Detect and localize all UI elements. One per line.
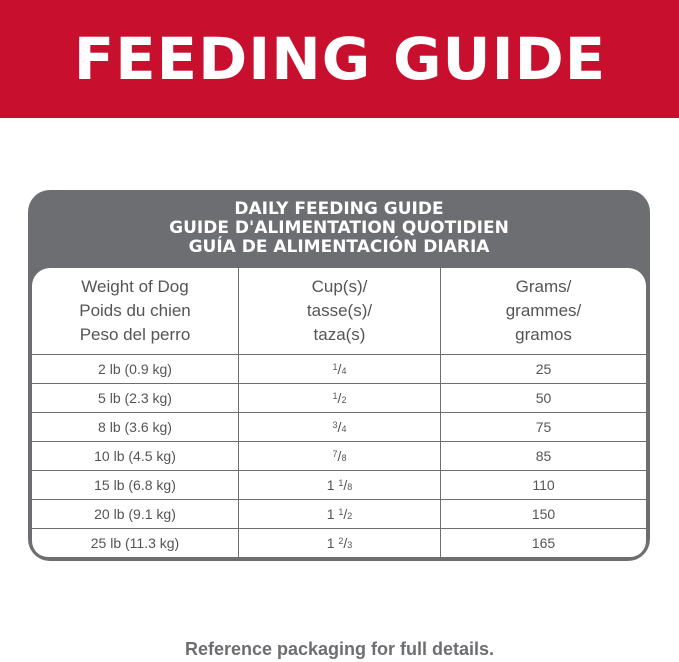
table-row: 2 lb (0.9 kg) 1/4 25 (32, 354, 646, 385)
weight-cell: 20 lb (9.1 kg) (32, 499, 239, 530)
footer-note: Reference packaging for full details. (184, 639, 495, 659)
header-grams: Grams/grammes/gramos (440, 268, 646, 355)
grams-cell: 85 (440, 441, 646, 472)
cups-cell: 1/2 (238, 383, 441, 414)
cups-cell: 1 2/3 (238, 528, 441, 557)
table-row: 25 lb (11.3 kg) 1 2/3 165 (32, 528, 646, 557)
cups-cell: 7/8 (238, 441, 441, 472)
table-title: DAILY FEEDING GUIDE GUIDE D'ALIMENTATION… (28, 200, 650, 257)
weight-cell: 15 lb (6.8 kg) (32, 470, 239, 501)
weight-cell: 8 lb (3.6 kg) (32, 412, 239, 443)
table-row: 8 lb (3.6 kg) 3/4 75 (32, 412, 646, 443)
table-row: 10 lb (4.5 kg) 7/8 85 (32, 441, 646, 472)
title-line-en: DAILY FEEDING GUIDE (234, 199, 444, 219)
table-row: 5 lb (2.3 kg) 1/2 50 (32, 383, 646, 414)
table-row: 20 lb (9.1 kg) 1 1/2 150 (32, 499, 646, 530)
header-weight: Weight of Dog Poids du chien Peso del perr… (32, 268, 239, 355)
cups-cell: 3/4 (238, 412, 441, 443)
weight-cell: 25 lb (11.3 kg) (32, 528, 239, 557)
grams-cell: 50 (440, 383, 646, 414)
page-title: FEEDING GUIDE (73, 25, 606, 93)
grams-cell: 75 (440, 412, 646, 443)
header-row: Weight of Dog Poids du chien Peso del perr… (32, 268, 646, 355)
grams-cell: 25 (440, 354, 646, 385)
weight-cell: 5 lb (2.3 kg) (32, 383, 239, 414)
table-row: 15 lb (6.8 kg) 1 1/8 110 (32, 470, 646, 501)
cups-cell: 1 1/2 (238, 499, 441, 530)
title-line-fr: GUIDE D'ALIMENTATION QUOTIDIEN (169, 218, 509, 238)
header-cups: Cup(s)/tasse(s)/taza(s) (238, 268, 441, 355)
weight-cell: 10 lb (4.5 kg) (32, 441, 239, 472)
banner: FEEDING GUIDE (0, 0, 679, 118)
grams-cell: 165 (440, 528, 646, 557)
title-line-es: GUÍA DE ALIMENTACIÓN DIARIA (188, 237, 490, 257)
weight-cell: 2 lb (0.9 kg) (32, 354, 239, 385)
cups-cell: 1 1/8 (238, 470, 441, 501)
feeding-guide-table: DAILY FEEDING GUIDE GUIDE D'ALIMENTATION… (28, 190, 650, 561)
cups-cell: 1/4 (238, 354, 441, 385)
grams-cell: 150 (440, 499, 646, 530)
grams-cell: 110 (440, 470, 646, 501)
